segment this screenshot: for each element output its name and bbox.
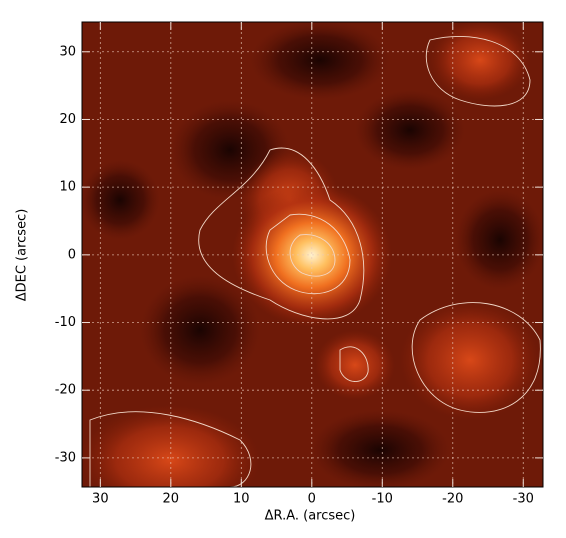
x-tick-label: 0 [308, 492, 316, 507]
y-tick-label: 20 [59, 112, 76, 127]
y-tick-label: 0 [68, 247, 76, 262]
x-tick-label: -10 [372, 492, 393, 507]
y-tick-label: -20 [55, 383, 76, 398]
x-tick-label: -20 [442, 492, 463, 507]
y-tick-label: 30 [59, 44, 76, 59]
y-tick-label: 10 [59, 180, 76, 195]
contour [289, 234, 336, 277]
x-tick-label: 20 [163, 492, 180, 507]
image [82, 22, 543, 487]
y-tick-label: -30 [55, 450, 76, 465]
y-tick-label: -10 [55, 315, 76, 330]
contour [265, 213, 351, 295]
x-tick-label: -30 [513, 492, 534, 507]
x-tick-label: 10 [233, 492, 250, 507]
contour [411, 302, 541, 413]
contour [89, 411, 252, 487]
contour [425, 35, 531, 107]
contour [198, 147, 365, 320]
x-tick-label: 30 [92, 492, 109, 507]
y-axis-label: ΔDEC (arcsec) [15, 209, 30, 302]
x-axis-label: ΔR.A. (arcsec) [265, 509, 356, 524]
contour [339, 346, 369, 382]
